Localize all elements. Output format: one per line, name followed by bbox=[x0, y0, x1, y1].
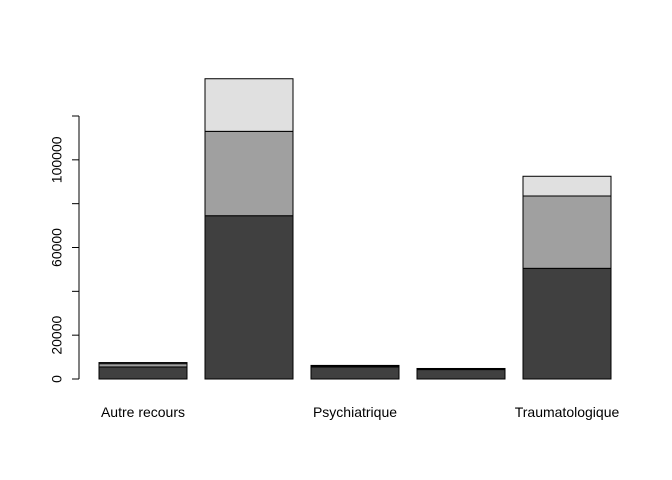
bar-segment-3 bbox=[98, 362, 188, 365]
bar-stack bbox=[204, 78, 294, 380]
x-category-label: Autre recours bbox=[101, 404, 185, 420]
bars bbox=[98, 78, 612, 380]
y-tick-label: 20000 bbox=[49, 315, 65, 354]
bar-stack bbox=[522, 175, 612, 380]
y-tick-label: 0 bbox=[49, 375, 65, 383]
bar-segment-1 bbox=[204, 215, 294, 380]
y-axis: 0 20000 60000 100000 bbox=[49, 115, 80, 383]
bar-segment-2 bbox=[522, 195, 612, 269]
bar-segment-2 bbox=[204, 130, 294, 217]
bar-stack bbox=[310, 364, 400, 380]
bar-segment-1 bbox=[98, 366, 188, 380]
bar-segment-1 bbox=[522, 267, 612, 380]
y-tick-label: 100000 bbox=[49, 136, 65, 183]
bar-segment-1 bbox=[416, 369, 506, 380]
x-category-label: Psychiatrique bbox=[313, 404, 397, 420]
bar-segment-3 bbox=[204, 78, 294, 132]
bar-segment-1 bbox=[310, 366, 400, 380]
y-tick-label: 60000 bbox=[49, 228, 65, 267]
x-axis-labels: Autre recours Psychiatrique Traumatologiqu… bbox=[101, 404, 620, 420]
bar-stack bbox=[98, 362, 188, 380]
bar-stack bbox=[416, 367, 506, 380]
bar-segment-3 bbox=[522, 175, 612, 197]
x-category-label: Traumatologique bbox=[515, 404, 620, 420]
